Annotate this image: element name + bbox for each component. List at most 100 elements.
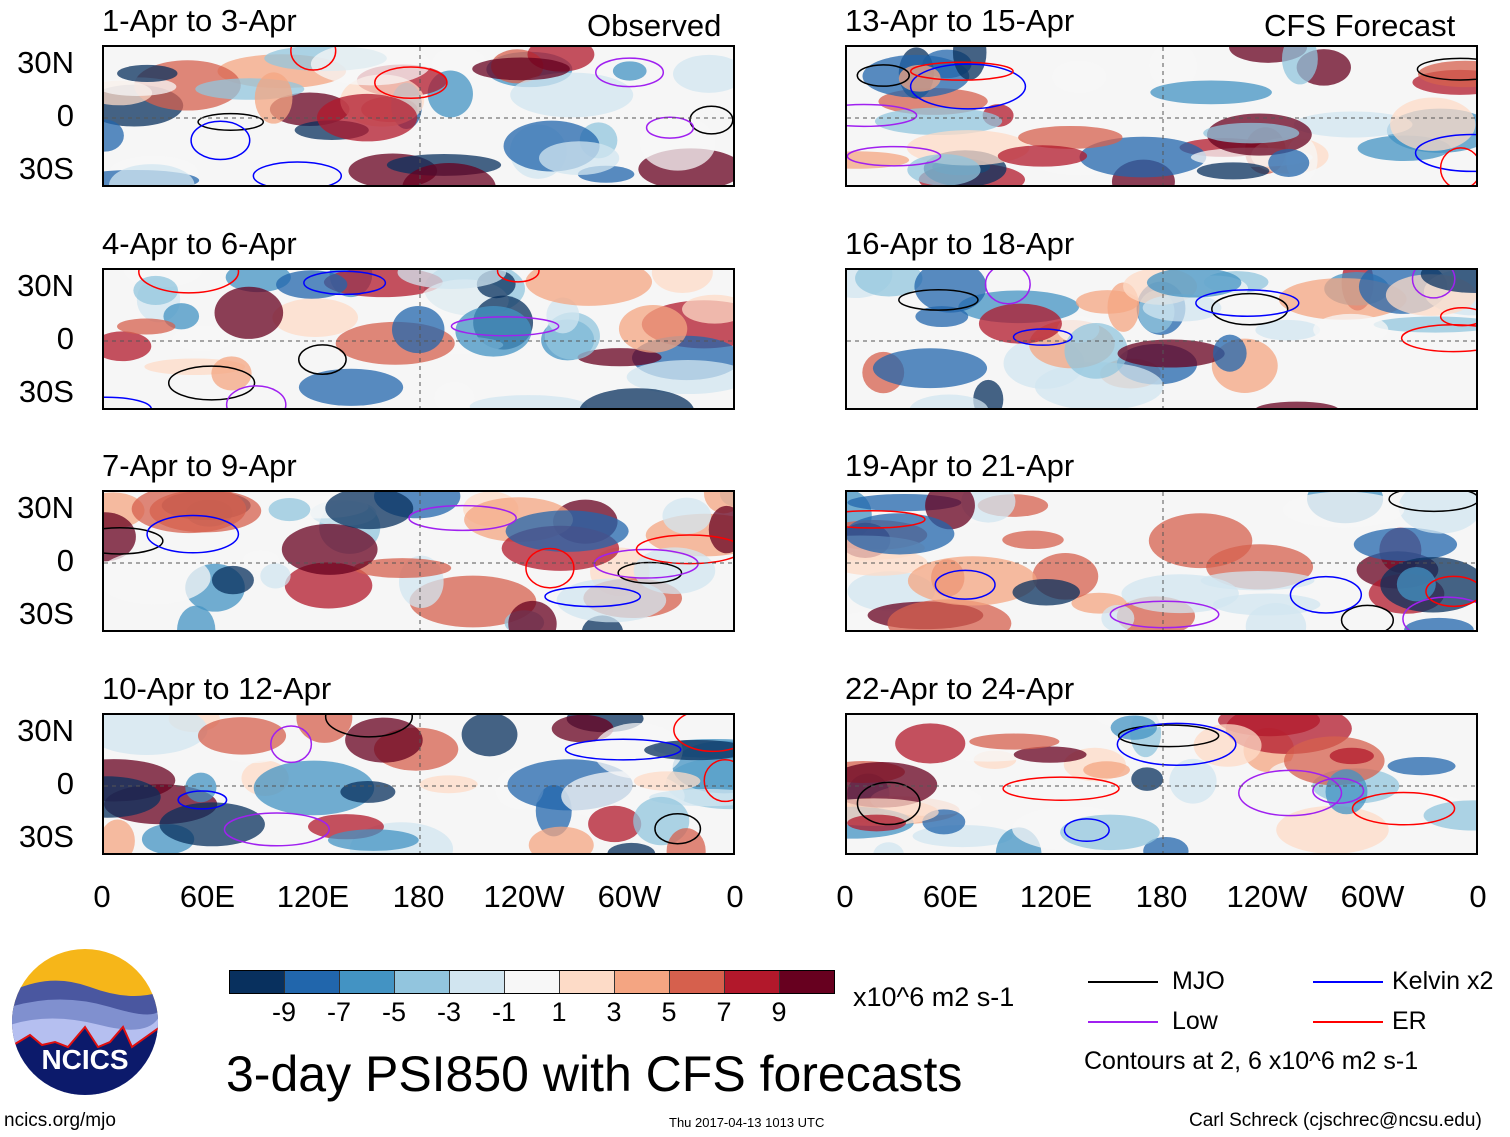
anomaly-blob [1148, 513, 1253, 569]
anomaly-blob [1325, 769, 1368, 815]
contour [1109, 600, 1220, 629]
legend-kelvin-line [1313, 981, 1383, 983]
anomaly-blob [978, 303, 1062, 344]
lat-label: 30S [18, 819, 74, 854]
anomaly-blob [618, 304, 688, 353]
contour [1414, 133, 1476, 173]
anomaly-blob [997, 145, 1088, 167]
anomaly-blob [969, 733, 1060, 750]
anomaly-blob [847, 151, 910, 169]
anomaly-blob [345, 717, 423, 763]
contour-note: Contours at 2, 6 x10^6 m2 s-1 [1084, 1047, 1419, 1075]
anomaly-blob [104, 77, 177, 96]
legend-mjo: MJO [1172, 967, 1225, 995]
contour [847, 145, 942, 167]
lon-label: 120E [1019, 879, 1093, 914]
anomaly-blob [1034, 362, 1164, 408]
colorbar-label: -7 [326, 997, 352, 1027]
anomaly-blob [872, 348, 988, 389]
anomaly-blob [1149, 47, 1198, 90]
anomaly-blob [539, 141, 620, 175]
anomaly-blob [1313, 313, 1389, 346]
anomaly-blob [1117, 339, 1225, 368]
anomaly-blob [1196, 162, 1270, 180]
lon-label: 180 [1135, 879, 1188, 914]
contour [544, 585, 642, 608]
anomaly-blob [268, 497, 311, 522]
observed-label: Observed [587, 8, 722, 43]
contour [104, 527, 164, 555]
contour [177, 790, 228, 810]
anomaly-blob [1293, 111, 1413, 138]
lat-label: 0 [56, 766, 74, 801]
lat-label: 30N [17, 268, 74, 303]
logo-text: NCICS [41, 1044, 128, 1075]
map-panel [102, 490, 735, 632]
contour [909, 63, 1027, 110]
contour [525, 547, 575, 589]
anomaly-blob [109, 164, 195, 185]
anomaly-blob [276, 270, 348, 299]
main-title: 3-day PSI850 with CFS forecasts [226, 1046, 963, 1102]
anomaly-blob [588, 805, 642, 843]
anomaly-blob [340, 780, 396, 803]
anomaly-blob [1146, 270, 1242, 298]
anomaly-blob [914, 270, 987, 313]
legend-er-line [1313, 1021, 1383, 1023]
lon-label: 0 [836, 879, 854, 914]
anomaly-blob [214, 286, 284, 339]
anomaly-blob [185, 772, 217, 803]
anomaly-blob [133, 275, 179, 306]
anomaly-blob [472, 57, 570, 81]
anomaly-blob [104, 550, 211, 605]
anomaly-blob [1398, 492, 1476, 534]
anomaly-blob [1268, 148, 1310, 177]
anomaly-blob [316, 93, 418, 142]
contour [252, 161, 343, 185]
lon-label: 0 [1469, 879, 1487, 914]
anomaly-blob [419, 775, 478, 794]
anomaly-blob [1213, 334, 1247, 372]
contour [270, 725, 313, 764]
contour [1012, 328, 1073, 346]
anomaly-blob [177, 605, 216, 630]
legend-er: ER [1392, 1007, 1427, 1035]
panel-title: 22-Apr to 24-Apr [845, 671, 1075, 706]
contour [138, 270, 240, 294]
anomaly-blob [1203, 122, 1300, 144]
map-panel [102, 268, 735, 410]
anomaly-blob [402, 162, 496, 185]
anomaly-blob [327, 829, 419, 851]
anomaly-blob [296, 715, 353, 743]
anomaly-blob [1353, 527, 1458, 562]
colorbar-swatch [285, 971, 340, 993]
anomaly-blob [666, 828, 706, 853]
anomaly-blob [1051, 60, 1107, 94]
anomaly-blob [1018, 125, 1123, 149]
lat-label: 30S [18, 596, 74, 631]
anomaly-blob [197, 717, 287, 755]
map-panel [845, 45, 1478, 187]
anomaly-blob [272, 298, 359, 337]
anomaly-blob [225, 270, 291, 293]
colorbar-swatch [670, 971, 725, 993]
anomaly-blob [284, 562, 373, 609]
anomaly-blob [682, 294, 733, 324]
map-panel [102, 45, 735, 187]
contour [146, 514, 240, 554]
lon-label: 120E [276, 879, 350, 914]
anomaly-blob [673, 54, 733, 93]
contour [496, 270, 540, 283]
anomaly-blob [612, 61, 647, 81]
anomaly-blob [505, 510, 629, 552]
contour [635, 534, 733, 565]
colorbar-units: x10^6 m2 s-1 [853, 982, 1015, 1012]
contour [703, 759, 733, 803]
anomaly-blob [1012, 578, 1080, 606]
anomaly-blob [528, 826, 594, 853]
site-url[interactable]: ncics.org/mjo [4, 1110, 116, 1131]
anomaly-blob [149, 492, 262, 533]
lat-label: 0 [56, 321, 74, 356]
lon-label: 60W [1340, 879, 1405, 914]
anomaly-blob [1064, 323, 1128, 379]
